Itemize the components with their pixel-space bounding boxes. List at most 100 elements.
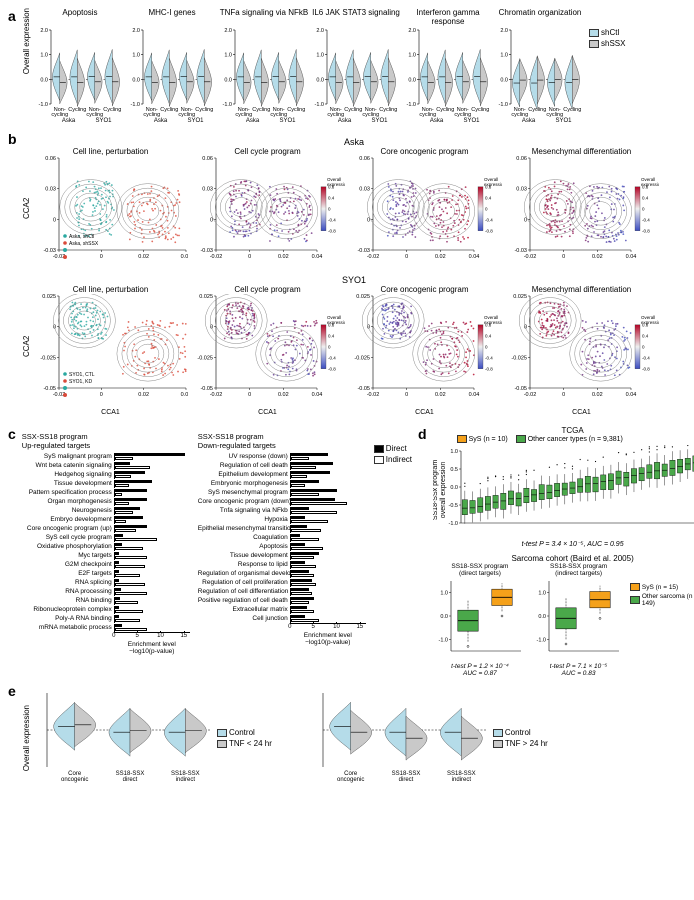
svg-text:0: 0 xyxy=(100,392,103,398)
svg-text:0: 0 xyxy=(485,206,488,211)
svg-text:-0.4: -0.4 xyxy=(485,217,493,222)
svg-text:Aska, shCtl: Aska, shCtl xyxy=(69,234,94,240)
svg-text:direct: direct xyxy=(399,777,414,783)
enrichment-bar-row: SyS malignant program xyxy=(22,452,190,461)
enrichment-bar-row: Epithelial mesenchymal transition xyxy=(198,524,366,533)
svg-text:SS18-SSx programoverall expres: SS18-SSx programoverall expression xyxy=(433,460,447,520)
svg-text:0.06: 0.06 xyxy=(516,156,527,162)
enrichment-bar-row: Embryonic morphogenesis xyxy=(198,479,366,488)
svg-text:0: 0 xyxy=(562,392,565,398)
svg-text:0.03: 0.03 xyxy=(359,187,370,193)
enrichment-bar-row: RNA processing xyxy=(22,587,190,596)
panel-c: SSX-SS18 program Up-regulated targetsSyS… xyxy=(22,432,412,650)
svg-text:-0.03: -0.03 xyxy=(357,248,370,254)
enrichment-bar-row: Regulation of organismal development xyxy=(198,569,366,578)
svg-text:0.04: 0.04 xyxy=(469,392,480,398)
svg-text:2.0: 2.0 xyxy=(40,28,48,34)
svg-text:indirect: indirect xyxy=(452,777,472,783)
svg-text:1.0: 1.0 xyxy=(408,53,416,59)
violin-subplot: Chromatin organization-1.00.01.02.0Non-c… xyxy=(495,8,585,127)
svg-text:SYO1: SYO1 xyxy=(279,118,296,122)
svg-text:direct: direct xyxy=(123,777,138,783)
svg-text:-0.02: -0.02 xyxy=(210,254,223,260)
svg-text:0.02: 0.02 xyxy=(278,392,289,398)
svg-text:-1.0: -1.0 xyxy=(407,102,416,108)
svg-text:0: 0 xyxy=(328,344,331,349)
svg-text:-1.0: -1.0 xyxy=(131,102,140,108)
svg-text:0: 0 xyxy=(248,392,251,398)
svg-text:0.0: 0.0 xyxy=(440,614,448,620)
enrichment-bar-row: Regulation of cell death xyxy=(198,461,366,470)
svg-text:0.02: 0.02 xyxy=(138,254,149,260)
svg-text:-0.8: -0.8 xyxy=(642,366,650,371)
svg-text:-0.02: -0.02 xyxy=(367,254,380,260)
svg-text:SYO1: SYO1 xyxy=(463,118,480,122)
svg-text:0.0: 0.0 xyxy=(40,77,48,83)
svg-text:1.0: 1.0 xyxy=(224,53,232,59)
svg-text:Cycling: Cycling xyxy=(160,107,178,113)
svg-text:-1.0: -1.0 xyxy=(499,102,508,108)
svg-text:Aska: Aska xyxy=(62,118,76,122)
svg-text:-0.03: -0.03 xyxy=(200,248,213,254)
svg-text:0: 0 xyxy=(100,254,103,260)
enrichment-bar-row: Response to lipid xyxy=(198,560,366,569)
enrichment-bar-row: Tissue development xyxy=(198,551,366,560)
svg-text:0: 0 xyxy=(405,392,408,398)
panel-a: Overall expressionApoptosis-1.00.01.02.0… xyxy=(22,8,634,127)
svg-text:0.4: 0.4 xyxy=(485,333,492,338)
sarcoma-boxplot: Sarcoma cohort (Baird et al. 2005)SS18-S… xyxy=(433,554,694,677)
svg-text:0.025: 0.025 xyxy=(42,294,56,300)
svg-text:1.0: 1.0 xyxy=(40,53,48,59)
cca-subplot: Cell line, perturbation-0.0200.020.04-0.… xyxy=(33,285,188,416)
enrichment-bar-row: Core oncogenic program (down) xyxy=(198,497,366,506)
panel-b-row-label: SYO1 xyxy=(22,275,686,285)
svg-text:2.0: 2.0 xyxy=(500,28,508,34)
svg-text:0.04: 0.04 xyxy=(181,392,188,398)
svg-text:-0.02: -0.02 xyxy=(524,392,537,398)
svg-text:Cycling: Cycling xyxy=(252,107,270,113)
svg-text:Cycling: Cycling xyxy=(563,107,581,113)
violin-subplot: Apoptosis-1.00.01.02.0Non-cyclingCycling… xyxy=(35,8,125,127)
enrichment-bar-row: SyS cell cycle program xyxy=(22,533,190,542)
enrichment-bar-row: Coagulation xyxy=(198,533,366,542)
svg-text:-0.8: -0.8 xyxy=(485,228,493,233)
svg-text:0.02: 0.02 xyxy=(435,392,446,398)
svg-text:0.8: 0.8 xyxy=(328,184,335,189)
enrichment-bar-row: Ribonucleoprotein complex xyxy=(22,605,190,614)
panel-a-ylabel: Overall expression xyxy=(22,8,31,74)
svg-text:oncogenic: oncogenic xyxy=(61,777,88,783)
svg-text:1.0: 1.0 xyxy=(539,591,547,597)
svg-text:1.0: 1.0 xyxy=(316,53,324,59)
svg-text:0.4: 0.4 xyxy=(642,333,649,338)
panel-b-row-label: Aska xyxy=(22,137,686,147)
enrichment-bar-row: Regulation of cell proliferation xyxy=(198,578,366,587)
svg-text:Cycling: Cycling xyxy=(471,107,489,113)
svg-text:0.0: 0.0 xyxy=(450,485,458,491)
panel-b: AskaCCA2 Cell line, perturbation-0.0200.0… xyxy=(22,137,686,420)
enrichment-bar-row: Positive regulation of cell death xyxy=(198,596,366,605)
enrichment-bar-row: Tissue development xyxy=(22,479,190,488)
svg-text:0: 0 xyxy=(405,254,408,260)
svg-text:0.4: 0.4 xyxy=(328,333,335,338)
svg-text:0.02: 0.02 xyxy=(592,392,603,398)
svg-text:0.025: 0.025 xyxy=(356,294,370,300)
cca2-label: CCA2 xyxy=(22,147,31,269)
svg-text:0.03: 0.03 xyxy=(45,187,56,193)
svg-text:2.0: 2.0 xyxy=(408,28,416,34)
svg-text:0.02: 0.02 xyxy=(592,254,603,260)
svg-text:0.06: 0.06 xyxy=(45,156,56,162)
svg-text:0: 0 xyxy=(642,206,645,211)
enrichment-bar-chart: SSX-SS18 program Down-regulated targetsU… xyxy=(198,432,366,650)
svg-text:-0.4: -0.4 xyxy=(485,355,493,360)
enrichment-bar-row: UV response (down) xyxy=(198,452,366,461)
svg-text:0.04: 0.04 xyxy=(312,392,323,398)
svg-text:-1.0: -1.0 xyxy=(315,102,324,108)
svg-text:-0.05: -0.05 xyxy=(43,386,56,392)
panel-e-violin: CoreoncogenicSS18-SSXdirectSS18-SSXindir… xyxy=(309,689,548,787)
svg-text:-0.025: -0.025 xyxy=(354,355,370,361)
enrichment-bar-row: Organ morphogenesis xyxy=(22,497,190,506)
svg-text:0.0: 0.0 xyxy=(500,77,508,83)
enrichment-bar-row: Cell junction xyxy=(198,614,366,623)
svg-text:-0.8: -0.8 xyxy=(642,228,650,233)
enrichment-bar-row: RNA binding xyxy=(22,596,190,605)
